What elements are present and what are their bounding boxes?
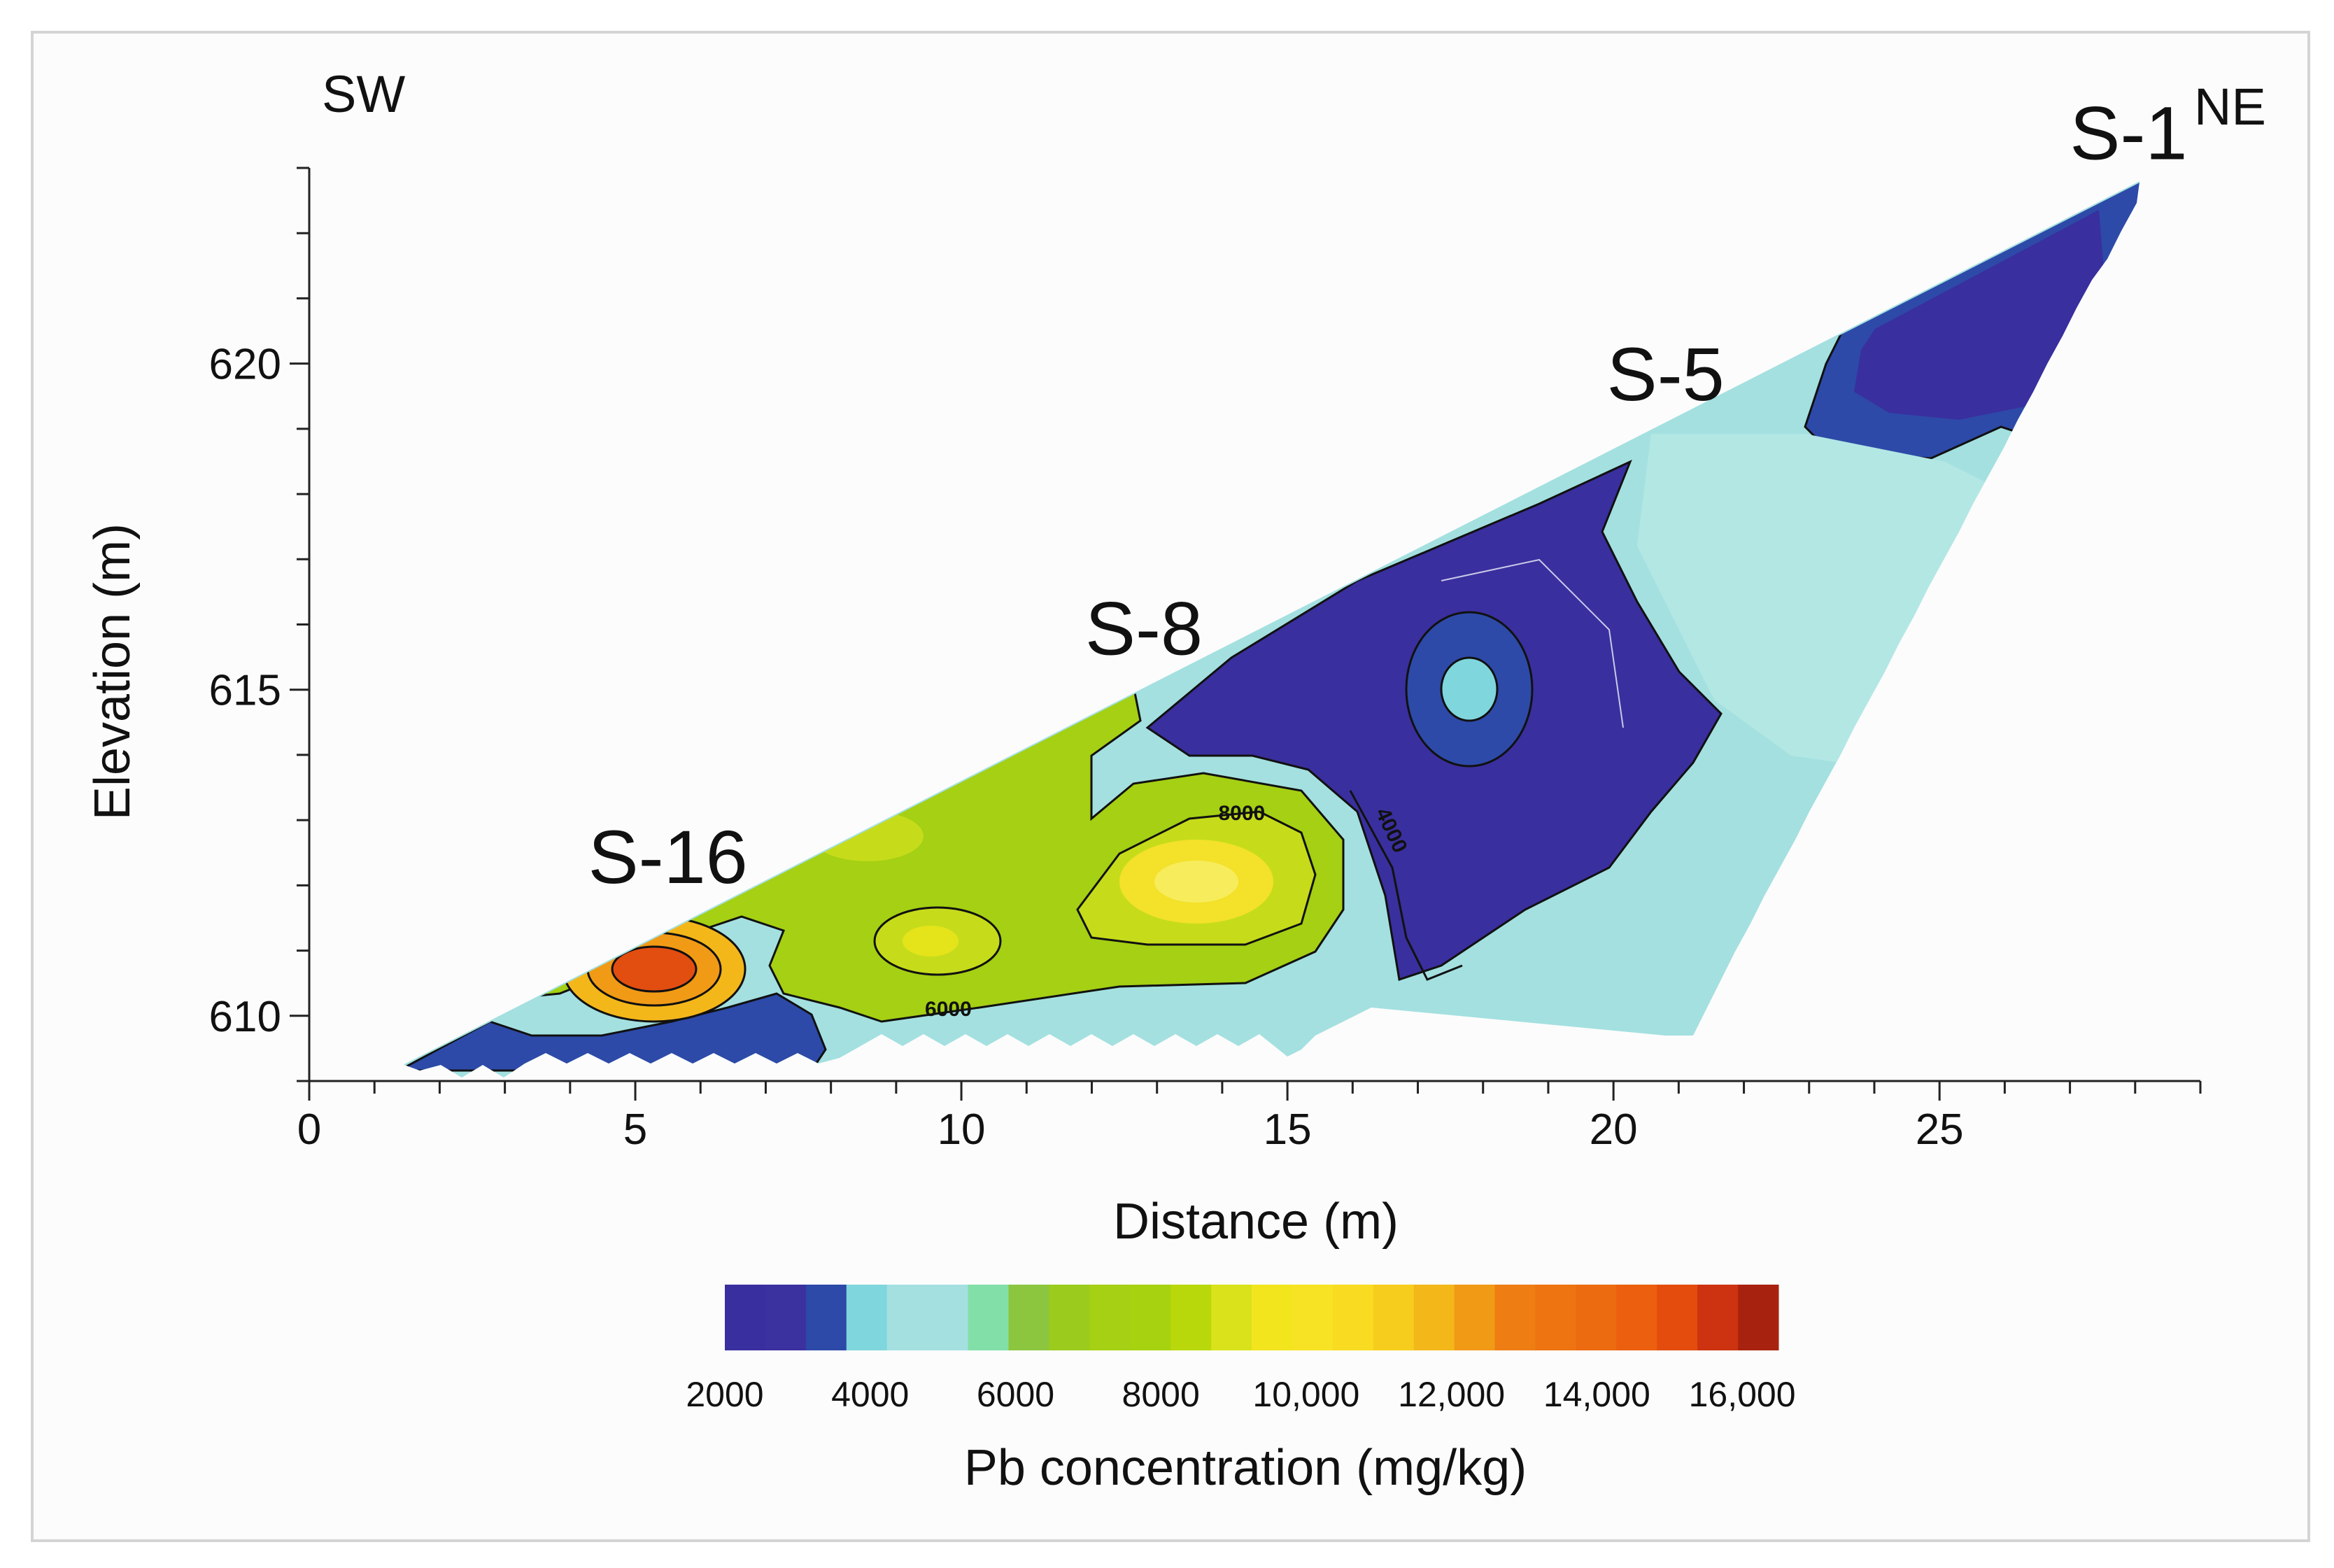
central-hotspot-core xyxy=(1154,861,1238,903)
colorbar-swatch xyxy=(1049,1285,1090,1350)
y-tick-label: 620 xyxy=(209,341,281,389)
upper-blob xyxy=(812,811,924,861)
x-tick-label: 15 xyxy=(1264,1106,1312,1154)
colorbar-label: Pb concentration (mg/kg) xyxy=(964,1440,1527,1496)
x-tick-label: 10 xyxy=(938,1106,986,1154)
contour-label: 8000 xyxy=(1218,802,1265,825)
colorbar-swatch xyxy=(1211,1285,1252,1350)
colorbar-tick-label: 12,000 xyxy=(1398,1375,1505,1414)
colorbar-swatch xyxy=(1413,1285,1455,1350)
colorbar-swatch xyxy=(1008,1285,1049,1350)
colorbar-swatch xyxy=(765,1285,807,1350)
sample-label: S-5 xyxy=(1607,332,1725,416)
colorbar-swatch xyxy=(1657,1285,1698,1350)
colorbar-swatch xyxy=(725,1285,766,1350)
colorbar-swatch xyxy=(1130,1285,1171,1350)
colorbar-swatch xyxy=(805,1285,847,1350)
colorbar-tick-label: 10,000 xyxy=(1252,1375,1359,1414)
mid-blob-core xyxy=(903,926,959,956)
colorbar-tick-label: 6000 xyxy=(977,1375,1054,1414)
colorbar-swatch xyxy=(1332,1285,1374,1350)
colorbar-swatch xyxy=(1616,1285,1657,1350)
x-axis-label: Distance (m) xyxy=(1113,1194,1399,1250)
colorbar-swatch xyxy=(1292,1285,1334,1350)
x-tick-label: 0 xyxy=(297,1106,321,1154)
colorbar-swatch xyxy=(968,1285,1009,1350)
colorbar-swatch xyxy=(1170,1285,1212,1350)
central-low-boundary xyxy=(1349,790,1463,981)
colorbar-swatch xyxy=(1252,1285,1293,1350)
axes: 0 5 10 15 20 25 610 615 620 xyxy=(209,167,2202,1154)
y-tick-label: 615 xyxy=(209,667,281,715)
colorbar-swatch xyxy=(1535,1285,1576,1350)
colorbar-swatch xyxy=(1373,1285,1415,1350)
colorbar-swatch xyxy=(1576,1285,1617,1350)
y-axis-label: Elevation (m) xyxy=(85,523,141,820)
upper-right-core xyxy=(1854,210,2106,420)
contour-label: 6000 xyxy=(925,998,972,1021)
lower-left-low-zone xyxy=(404,992,827,1072)
colorbar: 2000 4000 6000 8000 10,000 12,000 14,000 16,000 xyxy=(686,1285,1796,1414)
sample-labels: S-16 S-8 S-5 S-1 xyxy=(588,90,2188,899)
colorbar-tick-label: 2000 xyxy=(686,1375,763,1414)
colorbar-tick-label: 16,000 xyxy=(1689,1375,1796,1414)
colorbar-tick-label: 8000 xyxy=(1122,1375,1200,1414)
direction-sw: SW xyxy=(322,65,405,123)
x-tick-label: 25 xyxy=(1916,1106,1964,1154)
s16-hotspot xyxy=(611,945,698,993)
contour-section xyxy=(404,182,2140,1078)
central-low-inner-contour xyxy=(1441,558,1624,728)
colorbar-swatch xyxy=(1089,1285,1131,1350)
colorbar-swatch xyxy=(1738,1285,1779,1350)
x-tick-label: 20 xyxy=(1590,1106,1638,1154)
colorbar-swatch xyxy=(1494,1285,1536,1350)
colorbar-swatch xyxy=(846,1285,888,1350)
colorbar-swatch xyxy=(886,1285,928,1350)
colorbar-tick-label: 4000 xyxy=(831,1375,909,1414)
central-light-spot xyxy=(1440,656,1499,722)
direction-ne: NE xyxy=(2194,78,2266,136)
colorbar-swatch xyxy=(1454,1285,1496,1350)
colorbar-swatch xyxy=(927,1285,969,1350)
colorbar-tick-label: 14,000 xyxy=(1543,1375,1650,1414)
colorbar-swatch xyxy=(1697,1285,1739,1350)
sample-label: S-16 xyxy=(588,814,748,899)
sample-label: S-8 xyxy=(1085,586,1203,671)
sample-label: S-1 xyxy=(2070,90,2187,175)
x-tick-label: 5 xyxy=(623,1106,647,1154)
y-tick-label: 610 xyxy=(209,993,281,1041)
section-outline xyxy=(404,181,2140,1066)
